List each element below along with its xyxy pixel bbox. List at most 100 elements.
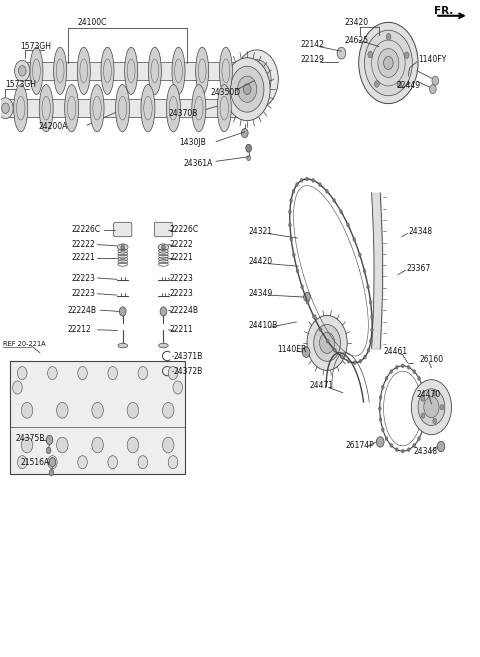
FancyBboxPatch shape [114,222,132,237]
Ellipse shape [14,85,28,132]
Circle shape [162,403,174,418]
Text: 24361A: 24361A [183,159,213,168]
Text: 24348: 24348 [413,447,437,456]
Text: 22222: 22222 [169,240,193,249]
Text: 23367: 23367 [407,263,431,273]
Circle shape [296,183,299,187]
Circle shape [437,442,445,452]
Circle shape [290,237,293,241]
Circle shape [292,253,295,257]
Text: 22221: 22221 [72,253,95,262]
Circle shape [160,307,167,316]
Text: REF 20-221A: REF 20-221A [3,341,46,348]
Circle shape [433,391,437,396]
Circle shape [430,85,436,94]
Circle shape [161,244,165,250]
Text: 26160: 26160 [420,355,444,365]
Circle shape [320,332,335,353]
Circle shape [371,315,373,319]
Circle shape [418,437,420,441]
Text: 21516A: 21516A [21,458,50,466]
Ellipse shape [158,244,168,250]
Circle shape [46,436,53,445]
Circle shape [396,447,398,451]
Circle shape [418,376,420,380]
Ellipse shape [116,85,130,132]
Circle shape [340,210,343,214]
Circle shape [247,156,251,161]
Circle shape [235,50,278,109]
Circle shape [423,418,426,422]
Circle shape [224,58,270,121]
Circle shape [288,223,291,227]
Text: 26174P: 26174P [345,441,374,449]
Ellipse shape [192,85,206,132]
Text: 22129: 22129 [301,55,324,64]
Text: 22226C: 22226C [72,225,101,234]
Circle shape [168,367,178,380]
Circle shape [314,325,340,361]
Circle shape [440,405,444,410]
Circle shape [378,407,381,411]
Circle shape [17,367,27,380]
Circle shape [108,456,118,469]
Text: 22224B: 22224B [169,306,198,315]
Text: 24420: 24420 [248,257,272,266]
Circle shape [363,269,366,273]
Circle shape [333,198,336,202]
Circle shape [390,443,393,447]
Circle shape [367,284,370,288]
Text: 22211: 22211 [169,325,193,334]
Text: 22223: 22223 [72,273,96,283]
Circle shape [407,447,410,451]
Text: 24372B: 24372B [174,367,203,376]
Circle shape [78,367,87,380]
Circle shape [127,437,139,453]
Circle shape [382,385,384,389]
Circle shape [21,437,33,453]
Text: 22142: 22142 [301,40,324,49]
Text: 22224B: 22224B [68,306,96,315]
Circle shape [378,49,399,78]
Circle shape [376,437,384,447]
Circle shape [48,456,57,469]
Circle shape [49,458,56,467]
Circle shape [307,315,347,371]
Circle shape [421,385,424,389]
FancyBboxPatch shape [155,222,172,237]
Circle shape [162,437,174,453]
Text: 22449: 22449 [397,81,421,91]
Circle shape [230,66,264,112]
Circle shape [363,355,366,359]
Circle shape [396,365,398,369]
Ellipse shape [65,85,79,132]
Circle shape [302,347,310,357]
Circle shape [138,367,148,380]
Circle shape [374,81,379,87]
FancyBboxPatch shape [22,62,247,80]
Circle shape [390,370,393,374]
Circle shape [432,76,439,85]
Circle shape [386,34,391,40]
Circle shape [397,81,402,87]
Ellipse shape [118,343,128,348]
Circle shape [306,300,309,304]
Ellipse shape [30,47,43,95]
Circle shape [46,447,51,454]
Ellipse shape [90,85,104,132]
Circle shape [353,237,356,241]
Circle shape [359,359,362,363]
Circle shape [407,365,410,369]
Circle shape [296,269,299,273]
Circle shape [340,355,343,359]
Text: 22221: 22221 [169,253,193,262]
Text: 1573GH: 1573GH [20,42,51,51]
Ellipse shape [77,47,90,95]
Polygon shape [10,361,185,474]
Circle shape [379,396,382,399]
Circle shape [411,380,452,435]
Circle shape [108,367,118,380]
Ellipse shape [196,47,209,95]
Circle shape [78,456,87,469]
Circle shape [384,57,393,70]
